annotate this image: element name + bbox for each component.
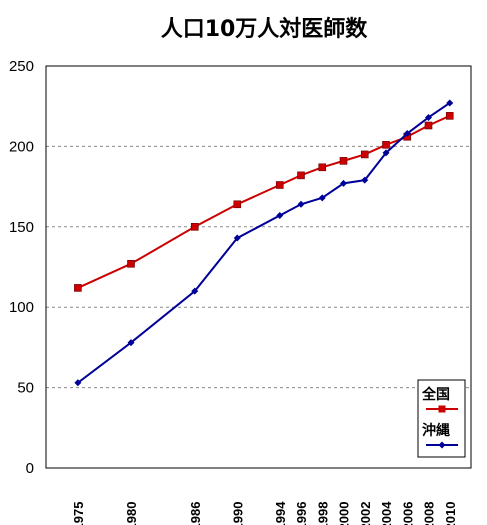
plot-area-frame — [45, 65, 472, 469]
point-2-1980 — [127, 339, 135, 347]
x-tick-label-2004: 2004 — [379, 501, 394, 525]
x-tick-label-1980: 1980 — [124, 502, 139, 525]
point-2-2000 — [340, 179, 347, 187]
point-1-1986 — [190, 223, 199, 231]
legend-label-2: 沖縄 — [422, 422, 450, 439]
y-tick-label-50: 50 — [17, 380, 34, 397]
point-2-1996 — [297, 200, 305, 208]
point-1-2008 — [424, 121, 433, 130]
legend-label-1: 全国 — [421, 386, 450, 403]
point-2-2008 — [425, 113, 432, 121]
grid-layer — [46, 145, 471, 389]
point-2-1986 — [191, 287, 199, 295]
x-tick-label-2000: 2000 — [337, 502, 352, 525]
y-axis: 0 50 100 150 200 250 — [9, 58, 34, 477]
point-2-2002 — [361, 176, 369, 184]
y-tick-label-100: 100 — [9, 299, 34, 316]
point-1-1990 — [233, 200, 242, 209]
x-tick-label-2002: 2002 — [358, 502, 373, 525]
point-2-2004 — [382, 149, 390, 157]
y-tick-label-200: 200 — [9, 138, 34, 155]
point-1-2002 — [360, 150, 369, 159]
series-1 — [74, 112, 454, 292]
point-1-1980 — [127, 259, 135, 268]
point-1-1975 — [74, 284, 82, 292]
x-tick-label-2008: 2008 — [422, 502, 437, 525]
legend-swatch-marker-2 — [438, 441, 446, 449]
y-tick-label-0: 0 — [26, 460, 34, 477]
point-1-2004 — [382, 140, 390, 149]
x-tick-label-1994: 1994 — [273, 501, 288, 525]
point-2-2006 — [403, 130, 411, 138]
chart-title: 人口10万人対医師数 — [161, 16, 369, 42]
point-1-1994 — [275, 181, 284, 189]
x-tick-label-1975: 1975 — [71, 502, 86, 525]
x-tick-label-2006: 2006 — [400, 502, 415, 525]
series-layer — [74, 99, 454, 387]
point-2-1998 — [318, 194, 326, 202]
x-tick-label-1986: 1986 — [188, 502, 203, 525]
y-tick-label-250: 250 — [9, 58, 34, 75]
point-2-2010 — [446, 99, 454, 107]
point-2-1990 — [233, 234, 241, 242]
series-line-2 — [77, 102, 451, 384]
point-1-2010 — [445, 112, 454, 120]
point-1-2000 — [339, 157, 348, 165]
x-tick-label-1990: 1990 — [230, 502, 245, 525]
point-2-1975 — [74, 379, 82, 387]
legend-swatch-marker-1 — [438, 405, 446, 413]
y-tick-label-150: 150 — [9, 219, 34, 236]
x-tick-label-1998: 1998 — [315, 502, 330, 525]
x-tick-label-1996: 1996 — [294, 502, 309, 525]
series-2 — [74, 99, 454, 387]
x-axis: 1975 1980 1986 1990 1994 1996 1998 2000 2002 2004… — [71, 501, 458, 525]
point-1-1996 — [297, 171, 305, 180]
point-2-1994 — [276, 212, 284, 220]
point-1-1998 — [318, 163, 327, 172]
x-tick-label-2010: 2010 — [443, 502, 458, 525]
